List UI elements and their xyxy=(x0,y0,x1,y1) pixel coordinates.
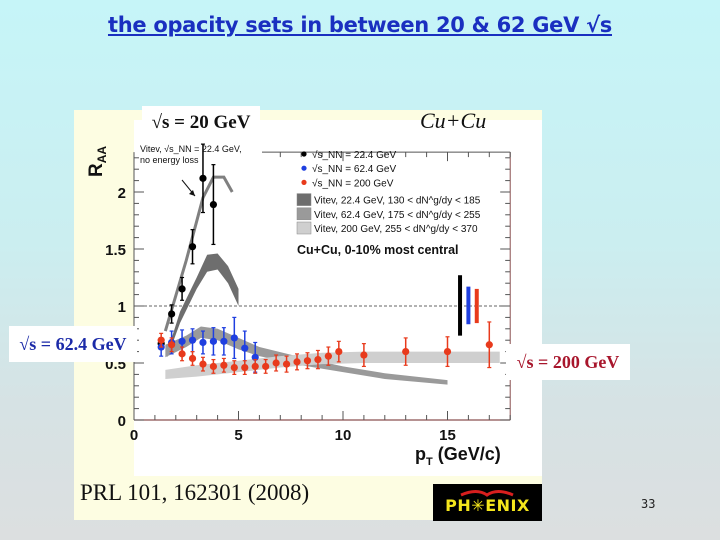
y-tick-label: 1.5 xyxy=(105,242,126,259)
legend-swatch xyxy=(296,193,312,206)
data-point-series-0 xyxy=(199,174,207,182)
data-point-series-1 xyxy=(188,336,197,344)
annotation-200gev: √s = 200 GeV xyxy=(506,344,630,380)
y-tick-label: 0 xyxy=(118,413,126,430)
legend-entry: Vitev, 22.4 GeV, 130 < dN^g/dy < 185 xyxy=(314,196,481,207)
slide-title: the opacity sets in between 20 & 62 GeV … xyxy=(107,13,612,37)
data-point-series-1 xyxy=(209,337,218,345)
reference-citation: PRL 101, 162301 (2008) xyxy=(80,480,310,505)
annotation-20gev: √s = 20 GeV xyxy=(142,106,260,138)
page-number: 33 xyxy=(641,497,656,511)
phenix-logo: PH✳ENIX xyxy=(433,484,542,521)
data-point-series-2 xyxy=(272,359,280,367)
data-point-series-0 xyxy=(188,243,197,251)
legend-title: Cu+Cu, 0-10% most central xyxy=(297,243,459,257)
data-point-series-1 xyxy=(220,337,228,345)
y-axis-label: RAA xyxy=(86,146,109,177)
phenix-logo-text: PH✳ENIX xyxy=(445,496,530,515)
normalization-bar xyxy=(474,288,479,324)
legend-entry: √s_NN = 62.4 GeV xyxy=(312,163,396,175)
data-point-series-2 xyxy=(188,354,197,363)
data-point-series-2 xyxy=(335,348,343,356)
theory-band-1 xyxy=(167,253,239,358)
data-point-series-1 xyxy=(199,338,207,347)
data-point-series-2 xyxy=(360,351,368,359)
legend-marker xyxy=(301,165,307,171)
data-point-series-1 xyxy=(230,334,238,342)
normalization-bar xyxy=(466,286,471,325)
inner-annotation-line1: Vitev, √s_NN = 22.4 GeV, xyxy=(140,144,242,154)
no-energy-loss-curve xyxy=(163,175,234,332)
legend-entry: Vitev, 200 GeV, 255 < dN^g/dy < 370 xyxy=(314,224,478,235)
data-point-series-0 xyxy=(209,200,218,209)
data-point-series-2 xyxy=(314,355,322,364)
legend-entry: √s_NN = 200 GeV xyxy=(312,177,394,189)
legend-swatch xyxy=(296,221,312,235)
data-point-series-2 xyxy=(199,360,207,368)
legend-marker xyxy=(301,151,307,157)
inner-annotation-line2: no energy loss xyxy=(140,155,199,165)
legend-marker xyxy=(301,179,307,185)
data-point-series-2 xyxy=(230,363,238,372)
data-point-series-2 xyxy=(220,361,228,369)
data-point-series-2 xyxy=(209,362,218,371)
x-axis-label: pT (GeV/c) xyxy=(415,444,501,468)
data-point-series-2 xyxy=(443,348,452,356)
annotation-arrowhead-icon xyxy=(189,190,195,196)
data-point-series-2 xyxy=(157,336,165,344)
y-tick-label: 2 xyxy=(118,185,126,202)
legend-entry: Vitev, 62.4 GeV, 175 < dN^g/dy < 255 xyxy=(314,210,481,221)
y-tick-label: 1 xyxy=(118,299,126,316)
data-point-series-2 xyxy=(168,341,176,349)
data-point-series-2 xyxy=(262,362,270,371)
annotation-62gev: √s = 62.4 GeV xyxy=(9,326,137,362)
data-point-series-2 xyxy=(241,363,249,372)
data-point-series-2 xyxy=(178,350,186,358)
data-point-series-2 xyxy=(402,348,410,356)
data-point-series-0 xyxy=(168,310,176,318)
normalization-bar xyxy=(458,275,463,336)
data-point-series-2 xyxy=(303,357,312,365)
legend-entry: √s_NN = 22.4 GeV xyxy=(312,149,396,161)
data-point-series-2 xyxy=(324,352,332,360)
data-point-series-0 xyxy=(178,285,186,293)
system-label: Cu+Cu xyxy=(420,108,487,133)
data-point-series-1 xyxy=(178,337,186,345)
x-tick-label: 5 xyxy=(234,427,242,444)
x-tick-label: 0 xyxy=(130,427,138,444)
data-point-series-2 xyxy=(293,358,301,366)
x-tick-label: 15 xyxy=(439,427,456,444)
phenix-wings-icon xyxy=(460,490,514,497)
legend-swatch xyxy=(296,207,312,221)
data-point-series-1 xyxy=(241,344,249,352)
theory-band-3 xyxy=(165,351,500,379)
data-point-series-2 xyxy=(251,362,259,371)
data-point-series-2 xyxy=(485,341,493,349)
x-tick-label: 10 xyxy=(335,427,352,444)
data-point-series-2 xyxy=(282,360,291,368)
